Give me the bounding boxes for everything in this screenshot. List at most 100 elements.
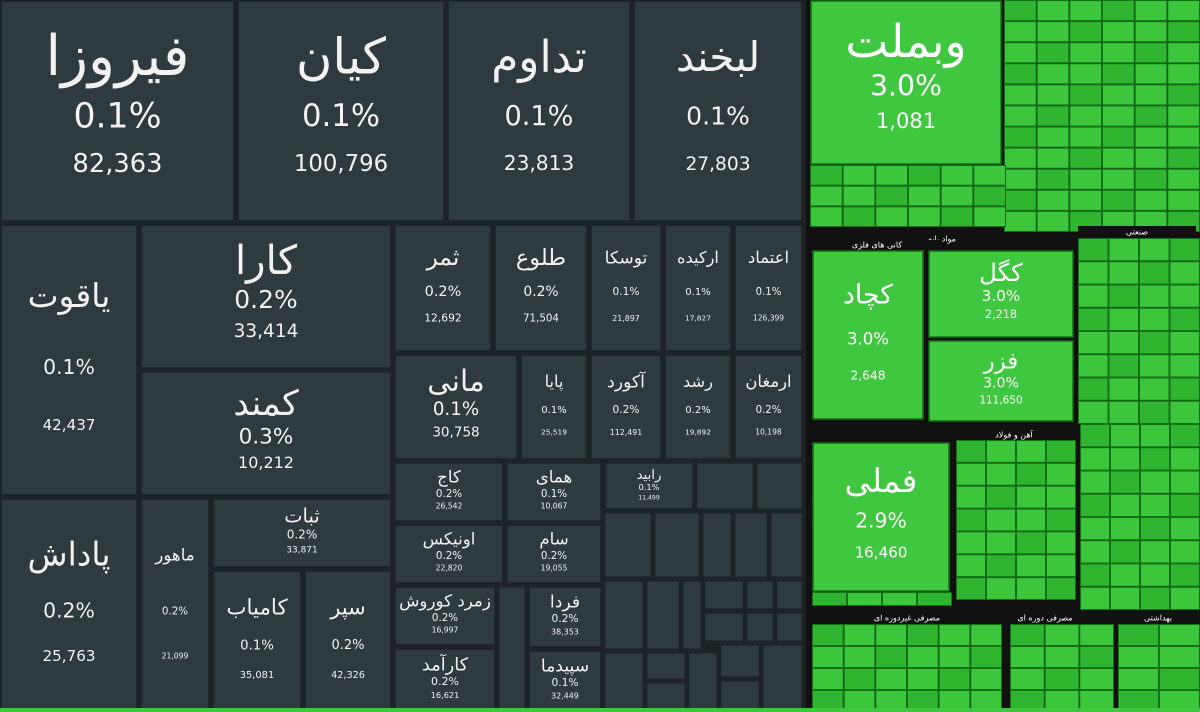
small-tile[interactable] <box>970 668 1002 690</box>
small-tile[interactable] <box>1140 447 1170 471</box>
small-tile[interactable] <box>940 206 974 227</box>
small-tile[interactable] <box>1134 168 1168 190</box>
small-tile[interactable] <box>1016 462 1046 486</box>
stock-tile[interactable] <box>140 224 392 369</box>
small-tile[interactable] <box>875 165 908 186</box>
small-tile[interactable] <box>1118 668 1159 690</box>
small-tile[interactable] <box>498 586 526 712</box>
small-tile[interactable] <box>970 646 1002 668</box>
small-tile[interactable] <box>1102 84 1135 106</box>
small-tile[interactable] <box>1046 508 1076 532</box>
small-tile[interactable] <box>1170 424 1200 448</box>
stock-tile[interactable] <box>734 224 803 352</box>
small-tile[interactable] <box>1140 563 1170 587</box>
small-tile[interactable] <box>875 624 907 646</box>
small-tile[interactable] <box>1004 126 1037 148</box>
small-tile[interactable] <box>604 580 644 650</box>
small-tile[interactable] <box>688 652 718 712</box>
small-tile[interactable] <box>1134 0 1168 22</box>
small-tile[interactable] <box>1110 424 1140 448</box>
small-tile[interactable] <box>1170 563 1200 587</box>
small-tile[interactable] <box>882 592 917 606</box>
small-tile[interactable] <box>1016 577 1046 601</box>
small-tile[interactable] <box>1108 238 1139 262</box>
small-tile[interactable] <box>1079 646 1115 668</box>
stock-tile[interactable] <box>664 224 732 352</box>
small-tile[interactable] <box>646 682 686 712</box>
small-tile[interactable] <box>682 580 702 650</box>
small-tile[interactable] <box>1108 307 1139 331</box>
small-tile[interactable] <box>1080 540 1110 564</box>
small-tile[interactable] <box>1004 189 1037 211</box>
small-tile[interactable] <box>1004 168 1037 190</box>
small-tile[interactable] <box>1046 577 1076 601</box>
stock-tile[interactable] <box>590 354 662 460</box>
small-tile[interactable] <box>1102 147 1135 169</box>
small-tile[interactable] <box>973 206 1006 227</box>
small-tile[interactable] <box>956 554 986 578</box>
stock-tile[interactable] <box>734 354 803 460</box>
small-tile[interactable] <box>843 668 876 690</box>
small-tile[interactable] <box>1170 586 1200 610</box>
small-tile[interactable] <box>1080 563 1110 587</box>
small-tile[interactable] <box>1167 105 1200 127</box>
small-tile[interactable] <box>604 652 644 712</box>
small-tile[interactable] <box>908 185 941 207</box>
small-tile[interactable] <box>986 462 1016 486</box>
small-tile[interactable] <box>1140 470 1170 494</box>
small-tile[interactable] <box>812 668 844 690</box>
small-tile[interactable] <box>1069 0 1103 22</box>
small-tile[interactable] <box>956 577 986 601</box>
small-tile[interactable] <box>875 668 907 690</box>
small-tile[interactable] <box>1169 307 1200 331</box>
small-tile[interactable] <box>1169 377 1200 401</box>
small-tile[interactable] <box>1102 42 1135 64</box>
small-tile[interactable] <box>1078 377 1109 401</box>
small-tile[interactable] <box>1016 485 1046 509</box>
small-tile[interactable] <box>1036 189 1070 211</box>
small-tile[interactable] <box>875 206 908 227</box>
small-tile[interactable] <box>1167 168 1200 190</box>
small-tile[interactable] <box>1044 668 1080 690</box>
small-tile[interactable] <box>1102 21 1135 43</box>
stock-tile[interactable] <box>394 354 518 460</box>
small-tile[interactable] <box>940 165 974 186</box>
stock-tile[interactable] <box>812 442 950 592</box>
small-tile[interactable] <box>956 462 986 486</box>
small-tile[interactable] <box>956 508 986 532</box>
small-tile[interactable] <box>1108 377 1139 401</box>
small-tile[interactable] <box>973 185 1006 207</box>
small-tile[interactable] <box>810 185 843 207</box>
small-tile[interactable] <box>1167 126 1200 148</box>
small-tile[interactable] <box>1069 63 1103 85</box>
small-tile[interactable] <box>1036 63 1070 85</box>
small-tile[interactable] <box>1159 624 1200 646</box>
small-tile[interactable] <box>1080 447 1110 471</box>
small-tile[interactable] <box>1108 284 1139 308</box>
small-tile[interactable] <box>1046 485 1076 509</box>
small-tile[interactable] <box>1036 21 1070 43</box>
small-tile[interactable] <box>1069 189 1103 211</box>
small-tile[interactable] <box>842 206 876 227</box>
small-tile[interactable] <box>646 580 680 650</box>
small-tile[interactable] <box>1110 586 1140 610</box>
small-tile[interactable] <box>1069 126 1103 148</box>
small-tile[interactable] <box>704 612 744 642</box>
small-tile[interactable] <box>1102 189 1135 211</box>
small-tile[interactable] <box>1108 400 1139 424</box>
small-tile[interactable] <box>1046 440 1076 463</box>
small-tile[interactable] <box>1069 21 1103 43</box>
small-tile[interactable] <box>654 512 700 578</box>
small-tile[interactable] <box>1169 354 1200 378</box>
small-tile[interactable] <box>842 185 876 207</box>
small-tile[interactable] <box>1078 331 1109 355</box>
small-tile[interactable] <box>1139 354 1170 378</box>
small-tile[interactable] <box>762 644 803 712</box>
small-tile[interactable] <box>696 462 754 510</box>
small-tile[interactable] <box>940 185 974 207</box>
small-tile[interactable] <box>646 652 686 680</box>
small-tile[interactable] <box>1004 21 1037 43</box>
small-tile[interactable] <box>908 206 941 227</box>
small-tile[interactable] <box>812 646 844 668</box>
small-tile[interactable] <box>1080 517 1110 541</box>
